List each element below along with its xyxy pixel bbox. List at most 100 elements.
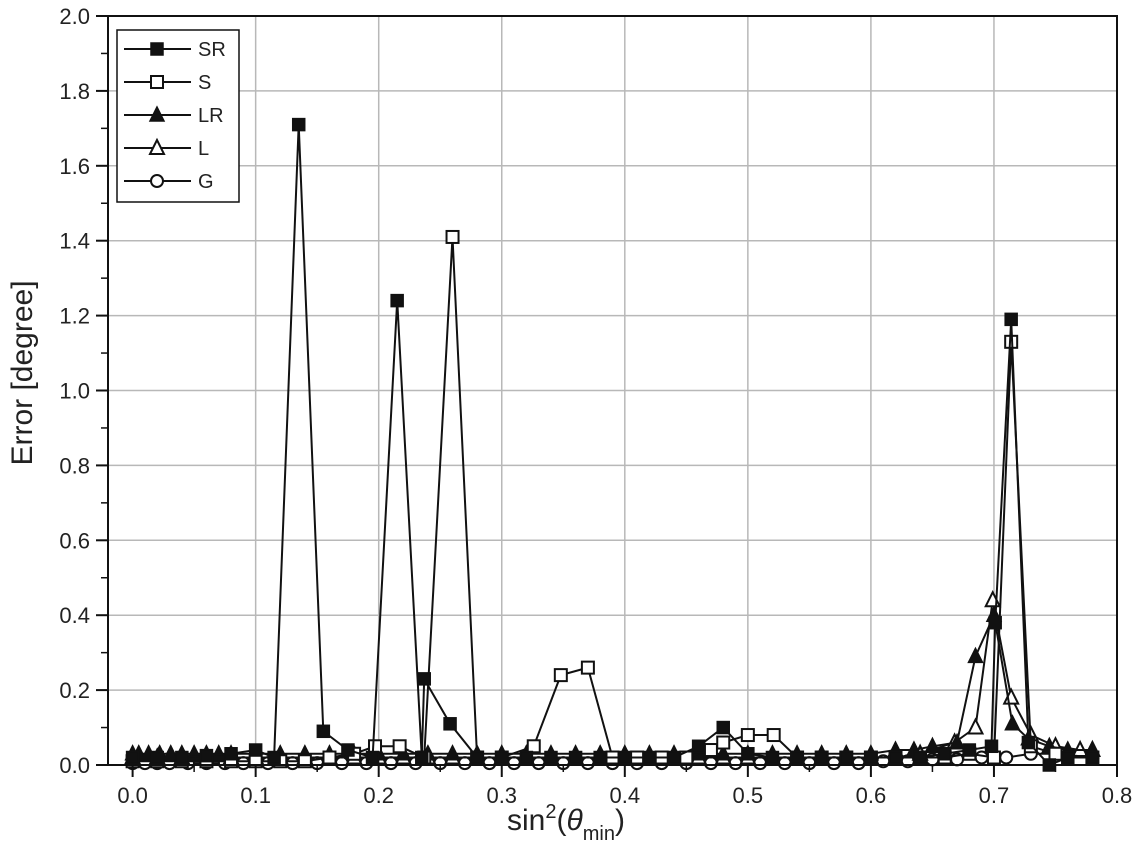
data-point-sr bbox=[988, 615, 1002, 630]
data-point-sr bbox=[568, 750, 583, 765]
data-point-sr bbox=[814, 750, 829, 765]
data-point-sr bbox=[839, 750, 854, 765]
x-tick-label: 0.8 bbox=[1102, 783, 1133, 808]
data-point-g bbox=[753, 756, 768, 771]
legend-marker-sr bbox=[150, 42, 164, 56]
data-point-sr bbox=[267, 750, 281, 765]
y-axis-title: Error [degree] bbox=[6, 280, 39, 465]
y-tick-label: 2.0 bbox=[59, 4, 90, 29]
legend-label-l: L bbox=[198, 138, 209, 160]
data-point-sr bbox=[691, 739, 706, 754]
data-point-g bbox=[851, 756, 866, 771]
data-point-s bbox=[766, 728, 781, 743]
data-point-s bbox=[368, 739, 383, 754]
data-point-g bbox=[507, 756, 522, 771]
data-point-g bbox=[236, 756, 251, 771]
y-tick-label: 0.6 bbox=[59, 528, 90, 553]
x-axis-title-subscript: min bbox=[583, 823, 615, 845]
legend-label-g: G bbox=[198, 171, 214, 193]
x-tick-label: 0.1 bbox=[240, 783, 271, 808]
data-point-sr bbox=[495, 750, 509, 765]
y-tick-label: 0.8 bbox=[59, 453, 90, 478]
data-point-sr bbox=[790, 750, 804, 765]
data-point-g bbox=[728, 756, 743, 771]
data-point-sr bbox=[248, 743, 263, 757]
data-point-g bbox=[482, 756, 497, 771]
x-axis-title-superscript: 2 bbox=[545, 801, 556, 823]
x-tick-label: 0.7 bbox=[979, 783, 1010, 808]
data-point-g bbox=[384, 756, 399, 771]
data-point-sr bbox=[519, 750, 534, 765]
data-point-sr bbox=[365, 750, 380, 765]
data-point-s bbox=[392, 739, 407, 754]
data-point-s bbox=[322, 750, 337, 765]
legend: SR S LR LG bbox=[116, 29, 240, 203]
data-point-sr bbox=[125, 750, 140, 765]
data-point-sr bbox=[888, 750, 903, 765]
data-point-sr bbox=[1004, 312, 1018, 327]
x-tick-label: 0.6 bbox=[856, 783, 887, 808]
y-tick-label: 1.0 bbox=[59, 379, 90, 404]
data-point-g bbox=[999, 750, 1014, 765]
y-tick-label: 1.6 bbox=[59, 154, 90, 179]
data-point-sr bbox=[765, 750, 780, 765]
data-point-sr bbox=[913, 750, 927, 765]
legend-label-lr: LR bbox=[198, 105, 224, 127]
grid-lines bbox=[108, 16, 1117, 765]
legend-label-s: S bbox=[198, 72, 211, 94]
data-point-g bbox=[334, 756, 349, 771]
data-point-sr bbox=[1061, 750, 1075, 765]
x-axis-title: sin2(θmin) bbox=[507, 801, 625, 845]
data-point-sr bbox=[984, 739, 999, 754]
series-sr bbox=[125, 117, 1100, 772]
data-point-sr bbox=[470, 750, 484, 765]
data-point-s bbox=[703, 743, 718, 758]
data-point-lr bbox=[967, 646, 984, 664]
data-point-g bbox=[457, 756, 472, 771]
data-point-sr bbox=[618, 750, 632, 765]
series-s bbox=[125, 229, 1100, 769]
data-point-sr bbox=[150, 750, 164, 765]
y-tick-label: 0.0 bbox=[59, 753, 90, 778]
data-point-sr bbox=[291, 117, 306, 132]
legend-marker-lr bbox=[148, 105, 166, 122]
legend-marker-g bbox=[150, 174, 164, 188]
y-tick-label: 1.4 bbox=[59, 229, 90, 254]
axis-ticks: 0.0 0.1 0.2 0.3 0.4 0.5 0.6 0.7 0.8 0.0 0.2 0.4 0.6 0… bbox=[59, 4, 1132, 808]
data-point-sr bbox=[1085, 750, 1100, 765]
data-point-sr bbox=[864, 750, 878, 765]
x-tick-label: 0.0 bbox=[117, 783, 148, 808]
data-point-sr bbox=[199, 748, 214, 763]
data-point-sr bbox=[341, 743, 355, 757]
data-point-lr bbox=[715, 744, 732, 761]
data-point-sr bbox=[224, 747, 238, 761]
data-point-lr bbox=[444, 744, 461, 761]
legend-marker-l bbox=[148, 137, 166, 155]
data-point-lr bbox=[162, 744, 179, 761]
y-tick-label: 1.8 bbox=[59, 79, 90, 104]
data-point-sr bbox=[417, 672, 431, 686]
data-point-s bbox=[716, 735, 731, 750]
y-tick-label: 1.2 bbox=[59, 304, 90, 329]
data-point-sr bbox=[1021, 735, 1036, 750]
x-axis-title-theta: θ bbox=[566, 804, 583, 837]
legend-marker-s bbox=[150, 75, 164, 89]
data-point-g bbox=[974, 750, 989, 765]
x-tick-label: 0.4 bbox=[610, 783, 641, 808]
data-point-g bbox=[826, 756, 841, 771]
series-line-sr bbox=[132, 124, 1093, 767]
data-point-s bbox=[986, 750, 1001, 765]
data-point-sr bbox=[544, 750, 558, 765]
x-tick-label: 0.3 bbox=[486, 783, 517, 808]
data-point-s bbox=[1048, 746, 1063, 761]
y-tick-label: 0.2 bbox=[59, 678, 90, 703]
data-point-s bbox=[580, 660, 595, 675]
data-point-sr bbox=[175, 750, 189, 765]
legend-label-sr: SR bbox=[198, 39, 226, 61]
data-point-s bbox=[740, 728, 755, 743]
x-tick-label: 0.5 bbox=[733, 783, 764, 808]
data-point-sr bbox=[390, 293, 404, 308]
data-point-g bbox=[531, 756, 546, 771]
data-point-sr bbox=[667, 750, 681, 765]
